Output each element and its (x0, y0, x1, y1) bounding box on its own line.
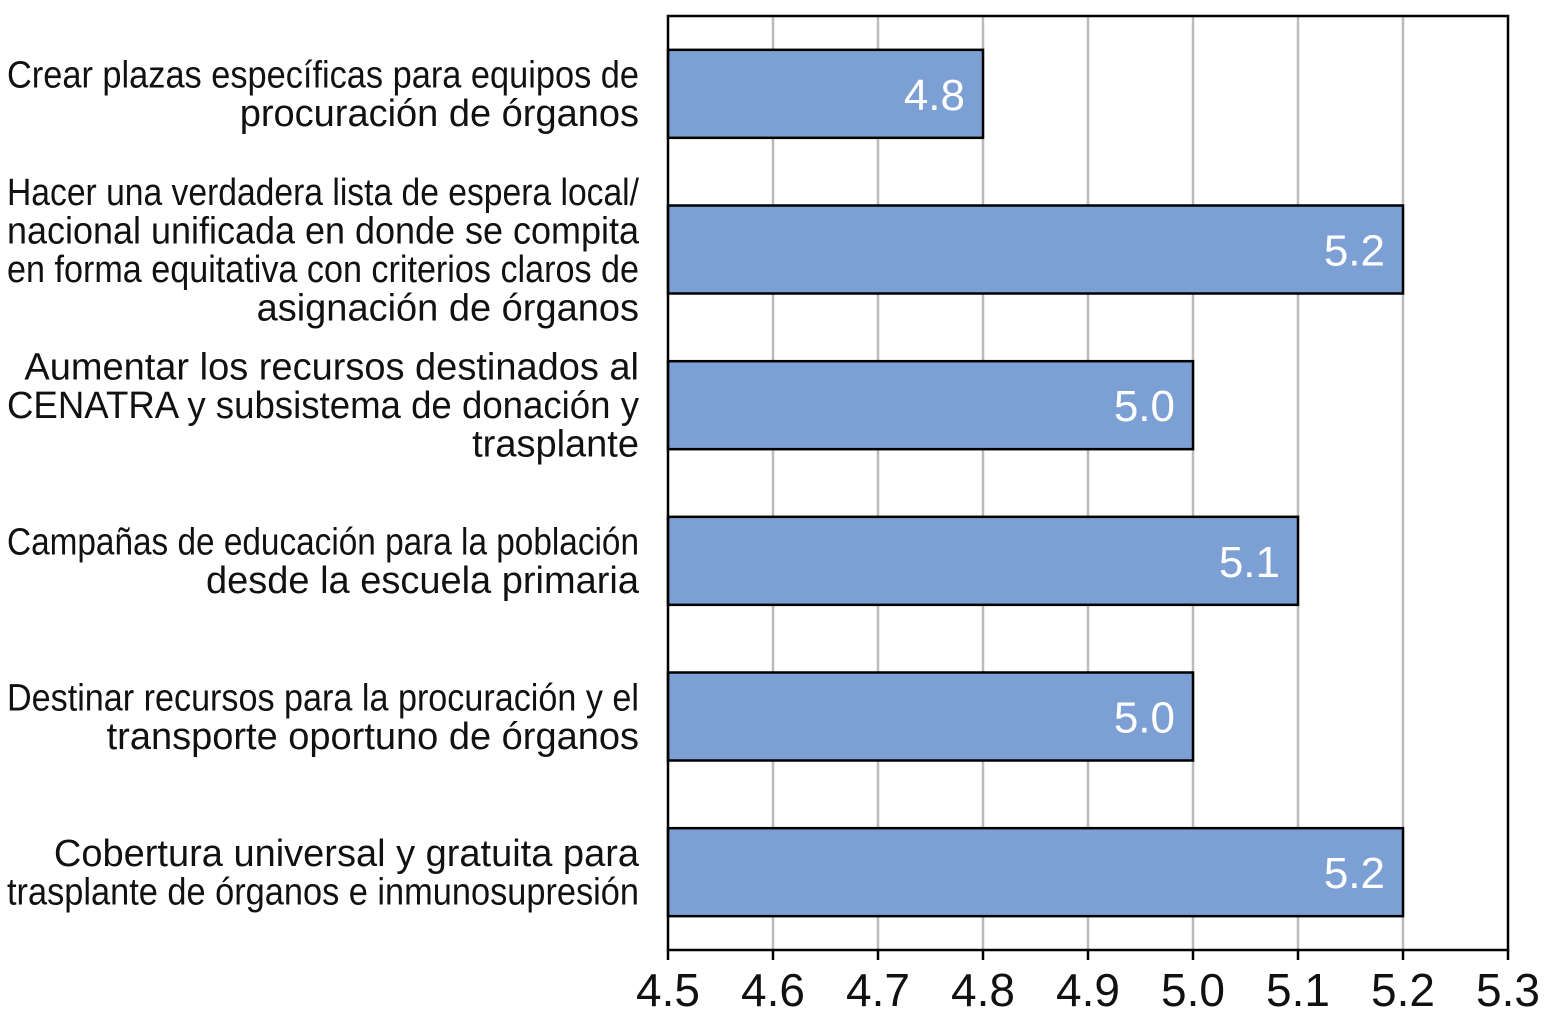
category-label: Hacer una verdadera lista de espera loca… (7, 172, 640, 330)
x-tick-label: 4.6 (741, 964, 805, 1016)
category-label-line: Aumentar los recursos destinados al (24, 347, 639, 389)
category-label-line: Cobertura universal y gratuita para (54, 833, 640, 875)
category-label-line: Campañas de educación para la población (7, 522, 639, 564)
category-label-line: nacional unificada en donde se compita (7, 210, 640, 252)
data-label: 5.1 (1219, 538, 1280, 587)
x-tick-label: 5.3 (1476, 964, 1540, 1016)
category-labels: Crear plazas específicas para equipos de… (7, 55, 640, 914)
category-label-line: en forma equitativa con criterios claros… (7, 249, 639, 291)
bar (666, 359, 1195, 451)
x-tick-label: 5.1 (1266, 964, 1330, 1016)
category-label-line: trasplante de órganos e inmunosupresión (7, 871, 639, 913)
category-label-line: desde la escuela primaria (206, 560, 640, 602)
x-tick-label: 4.8 (951, 964, 1015, 1016)
x-tick-label: 5.2 (1371, 964, 1435, 1016)
bar (666, 204, 1405, 295)
data-label: 5.2 (1324, 849, 1385, 898)
bar (666, 515, 1300, 607)
category-label-line: Hacer una verdadera lista de espera loca… (7, 172, 639, 214)
category-label: Destinar recursos para la procuración y … (7, 677, 639, 758)
data-label: 4.8 (904, 71, 965, 120)
plot-frame (666, 14, 1510, 952)
bars: 4.8 5.2 5.0 5.1 5.0 5.2 (666, 48, 1405, 918)
bar (666, 671, 1195, 762)
category-label-line: Destinar recursos para la procuración y … (7, 677, 639, 719)
x-tick-label: 4.7 (846, 964, 910, 1016)
data-label: 5.2 (1324, 227, 1385, 276)
category-label-line: CENATRA y subsistema de donación y (7, 385, 639, 427)
category-label-line: procuración de órganos (240, 93, 639, 135)
category-label: Crear plazas específicas para equipos de… (7, 55, 639, 136)
data-label: 5.0 (1114, 694, 1175, 743)
category-label-line: Crear plazas específicas para equipos de (7, 55, 639, 97)
x-tick-label: 4.5 (636, 964, 700, 1016)
category-label-line: asignación de órganos (257, 287, 639, 329)
category-label: Campañas de educación para la población d… (7, 522, 640, 603)
category-label: Aumentar los recursos destinados al CENAT… (7, 347, 639, 466)
x-axis-ticks: 4.5 4.6 4.7 4.8 4.9 5.0 5.1 5.2 5.3 (636, 950, 1540, 1016)
category-label-line: trasplante (472, 424, 639, 466)
category-label: Cobertura universal y gratuita para trasp… (7, 833, 640, 914)
gridlines (771, 16, 1405, 950)
data-label: 5.0 (1114, 382, 1175, 431)
x-tick-label: 4.9 (1056, 964, 1120, 1016)
bar (666, 826, 1405, 918)
x-tick-label: 5.0 (1161, 964, 1225, 1016)
category-label-line: transporte oportuno de órganos (107, 716, 639, 758)
